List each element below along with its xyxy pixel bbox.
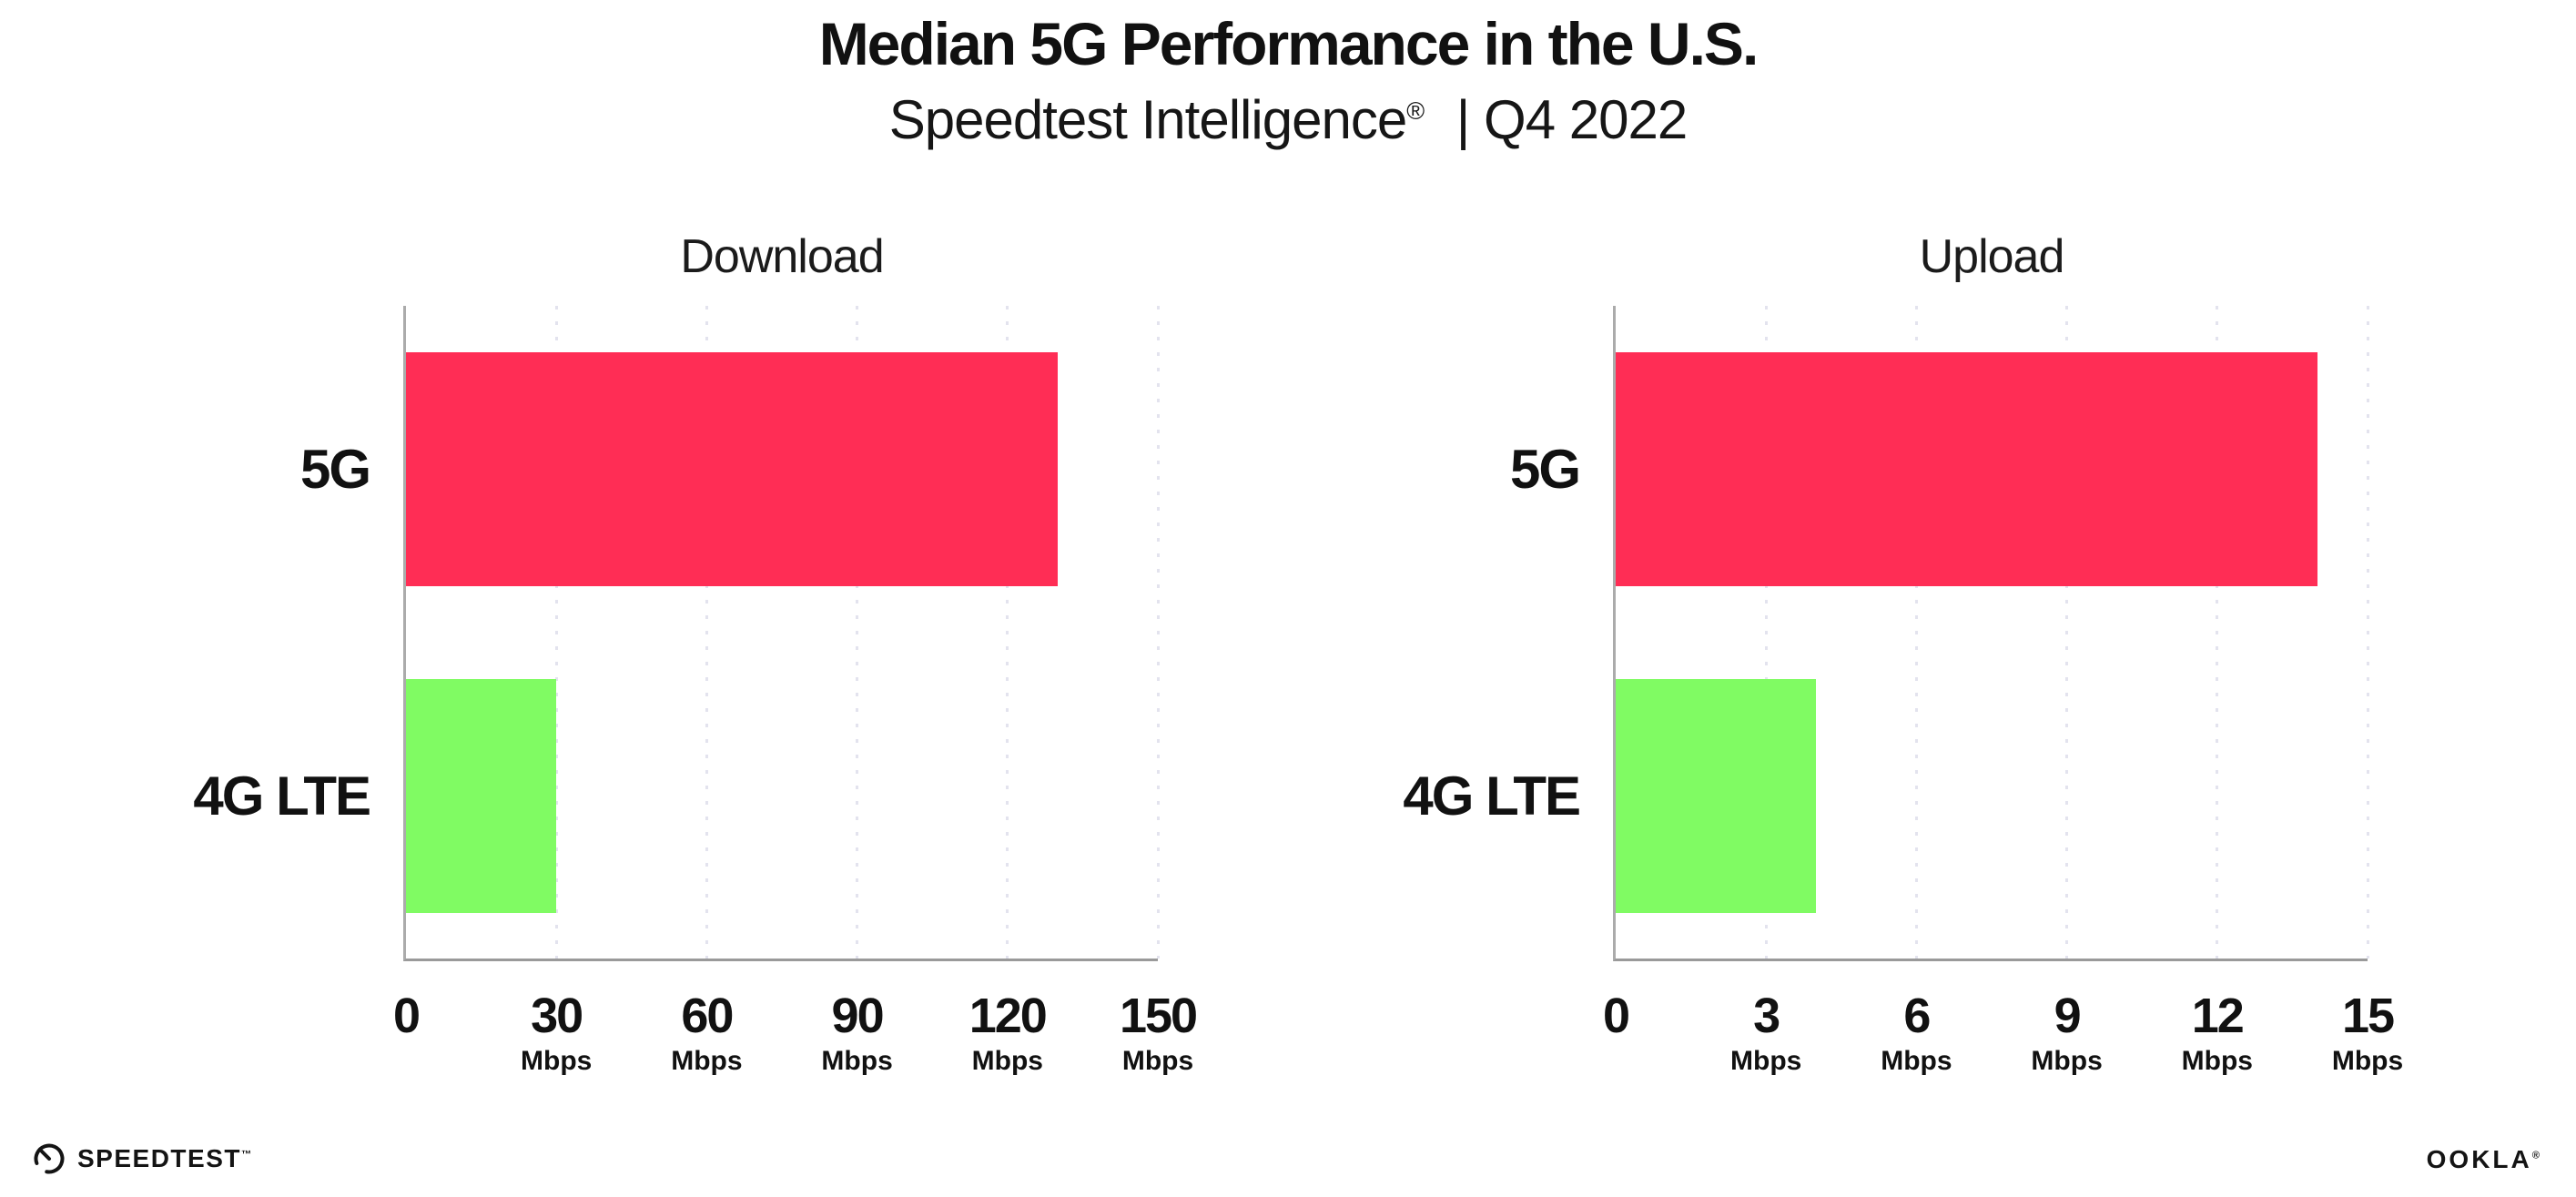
speedtest-logo: SPEEDTEST™	[32, 1141, 253, 1176]
ookla-wordmark: OOKLA®	[2426, 1145, 2542, 1173]
x-tick: 6 Mbps	[1881, 989, 1952, 1076]
gridline	[1914, 306, 1918, 959]
gridline	[2216, 306, 2219, 959]
x-tick: 30 Mbps	[521, 989, 593, 1076]
speedtest-wordmark: SPEEDTEST™	[77, 1144, 253, 1172]
x-tick: 90 Mbps	[821, 989, 893, 1076]
page-subtitle: Speedtest Intelligence® | Q4 2022	[0, 87, 2576, 153]
ookla-logo: OOKLA®	[2427, 1145, 2542, 1174]
x-tick: 0	[392, 989, 421, 1043]
category-label-4g-lte: 4G LTE	[193, 766, 371, 827]
gridline	[1156, 306, 1160, 959]
gridline	[2065, 306, 2069, 959]
x-tick: 120 Mbps	[969, 989, 1048, 1076]
gridline	[2366, 306, 2369, 959]
registered-mark: ®	[2531, 1150, 2542, 1161]
trademark-mark: ™	[240, 1149, 253, 1161]
bar-4g-lte-download	[406, 679, 557, 913]
x-tick: 150 Mbps	[1119, 989, 1198, 1076]
gridline	[554, 306, 558, 959]
x-tick: 12 Mbps	[2181, 989, 2253, 1076]
speedtest-gauge-icon	[32, 1141, 66, 1176]
gridline	[705, 306, 708, 959]
x-tick: 3 Mbps	[1730, 989, 1802, 1076]
bar-5g-download	[406, 352, 1058, 586]
chart-upload: Upload 5G 4G LTE 0 3 Mbps 6 Mbps 9 Mbps …	[1403, 230, 2403, 1075]
category-label-5g: 5G	[1509, 439, 1581, 500]
chart-download: Download 5G 4G LTE 0 30 Mbps 60 Mbps 90 …	[193, 230, 1198, 1075]
x-tick: 0	[1602, 989, 1630, 1043]
registered-mark: ®	[1406, 97, 1425, 125]
subtitle-quarter: | Q4 2022	[1455, 89, 1688, 150]
category-label-5g: 5G	[299, 439, 371, 500]
chart-title-upload: Upload	[1919, 230, 2065, 283]
gridline	[856, 306, 859, 959]
x-tick: 60 Mbps	[671, 989, 743, 1076]
category-label-4g-lte: 4G LTE	[1403, 766, 1581, 827]
x-tick: 15 Mbps	[2331, 989, 2404, 1076]
chart-title-download: Download	[680, 230, 884, 283]
page-title: Median 5G Performance in the U.S.	[818, 10, 1760, 77]
gridline	[1764, 306, 1768, 959]
x-tick: 9 Mbps	[2031, 989, 2103, 1076]
subtitle-brand: Speedtest Intelligence	[888, 89, 1407, 150]
bar-5g-upload	[1616, 352, 2317, 586]
gridline	[1006, 306, 1009, 959]
bar-4g-lte-upload	[1616, 679, 1817, 913]
